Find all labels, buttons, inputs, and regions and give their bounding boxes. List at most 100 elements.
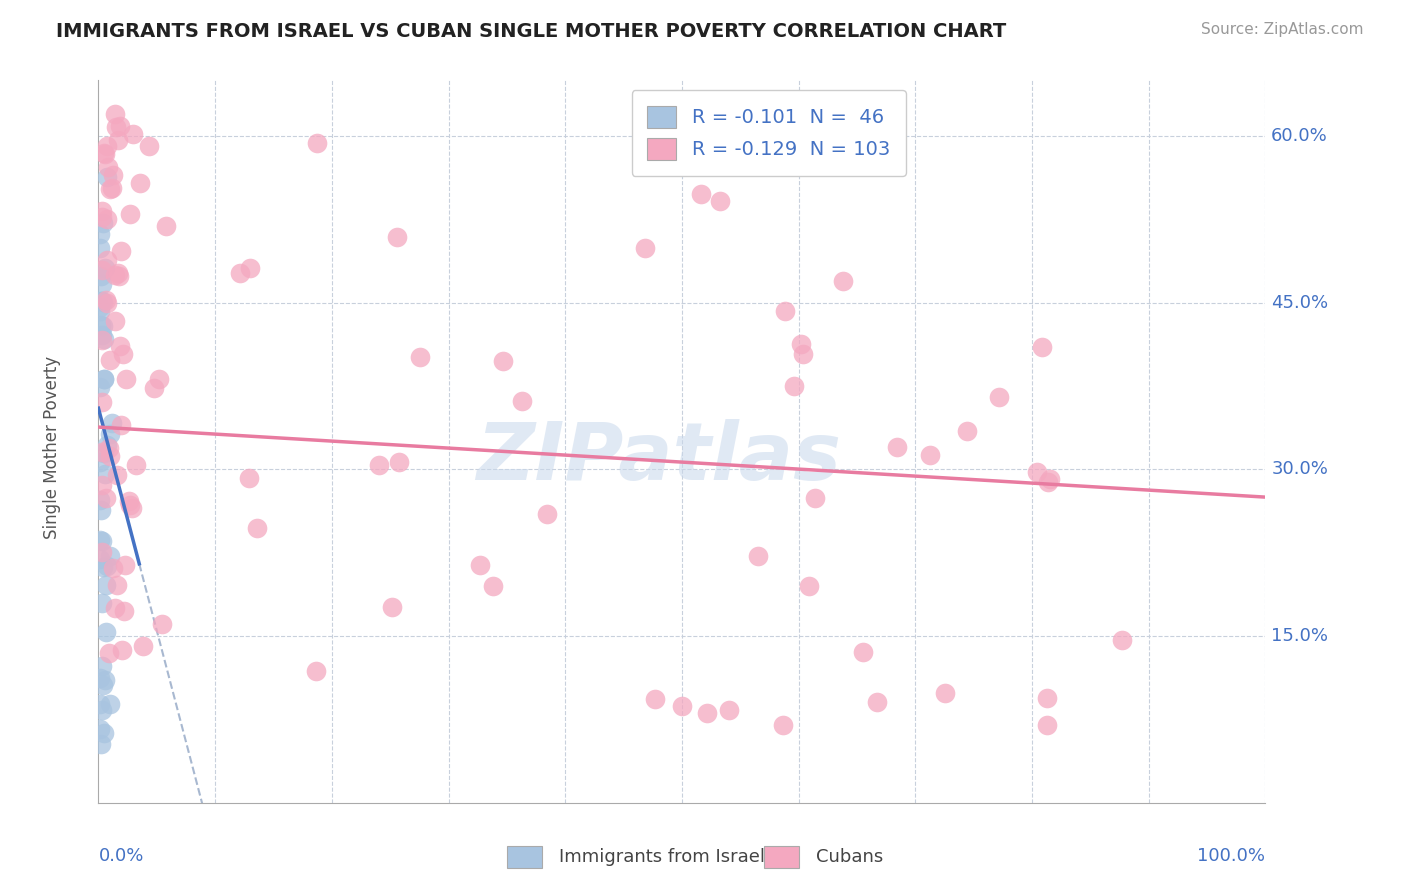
Point	[492, 353, 515, 368]
Point	[91, 534, 114, 549]
Text: 60.0%: 60.0%	[1271, 127, 1329, 145]
Point	[89, 301, 111, 315]
Point	[482, 579, 505, 593]
Point	[138, 139, 160, 153]
Point	[96, 252, 118, 267]
Point	[696, 706, 718, 721]
Point	[90, 333, 112, 347]
Point	[773, 304, 796, 318]
Point	[125, 458, 148, 472]
Point	[94, 467, 117, 482]
Point	[782, 378, 804, 392]
Point	[90, 268, 112, 283]
Point	[89, 380, 111, 394]
Point	[468, 558, 491, 572]
Point	[644, 691, 666, 706]
Point	[93, 332, 115, 346]
Point	[368, 458, 391, 473]
Point	[98, 449, 121, 463]
Point	[94, 293, 117, 307]
Point	[111, 347, 134, 361]
Point	[1111, 632, 1133, 647]
Point	[96, 169, 118, 184]
Point	[98, 646, 121, 660]
Point	[832, 274, 855, 288]
Point	[97, 160, 120, 174]
Point	[129, 177, 152, 191]
Point	[89, 552, 111, 566]
Point	[101, 561, 124, 575]
Point	[956, 425, 979, 439]
Point	[90, 737, 112, 751]
Point	[107, 266, 129, 280]
Point	[110, 119, 132, 133]
Point	[118, 207, 141, 221]
Point	[934, 686, 956, 700]
Point	[104, 601, 127, 615]
Point	[110, 339, 132, 353]
Text: 30.0%: 30.0%	[1271, 460, 1329, 478]
Text: 0.0%: 0.0%	[98, 847, 143, 865]
Point	[148, 372, 170, 386]
Point	[96, 138, 118, 153]
Point	[122, 128, 145, 142]
Point	[229, 266, 252, 280]
Point	[98, 353, 121, 368]
Point	[747, 549, 769, 564]
Point	[93, 372, 115, 386]
Point	[91, 318, 114, 333]
Point	[90, 445, 112, 459]
Point	[98, 426, 121, 441]
Point	[104, 268, 127, 282]
Point	[93, 372, 115, 386]
FancyBboxPatch shape	[508, 847, 541, 868]
Point	[671, 699, 693, 714]
Point	[89, 533, 111, 547]
Point	[409, 351, 432, 365]
Point	[105, 578, 128, 592]
Point	[89, 455, 111, 469]
Point	[98, 182, 121, 196]
Point	[121, 501, 143, 516]
Point	[90, 318, 112, 333]
Point	[111, 642, 134, 657]
Point	[110, 244, 132, 259]
Point	[93, 560, 115, 574]
Point	[790, 336, 813, 351]
Point	[90, 596, 112, 610]
Point	[105, 467, 128, 482]
Point	[93, 145, 115, 160]
Text: 100.0%: 100.0%	[1198, 847, 1265, 865]
Point	[91, 277, 114, 291]
Point	[96, 295, 118, 310]
Point	[1039, 472, 1062, 486]
Point	[307, 136, 329, 150]
Point	[91, 294, 114, 309]
Point	[797, 579, 820, 593]
Point	[381, 600, 404, 615]
Point	[90, 503, 112, 517]
Point	[886, 440, 908, 454]
Point	[90, 545, 112, 559]
Point	[1031, 340, 1053, 354]
Point	[239, 260, 262, 275]
Point	[90, 293, 112, 308]
Text: Source: ZipAtlas.com: Source: ZipAtlas.com	[1201, 22, 1364, 37]
Point	[1025, 466, 1047, 480]
Point	[89, 241, 111, 255]
Point	[91, 704, 114, 718]
Point	[89, 303, 111, 318]
Point	[89, 671, 111, 685]
Legend: R = -0.101  N =  46, R = -0.129  N = 103: R = -0.101 N = 46, R = -0.129 N = 103	[631, 90, 905, 176]
Text: 45.0%: 45.0%	[1271, 293, 1329, 311]
Point	[89, 698, 111, 712]
Point	[100, 697, 122, 711]
FancyBboxPatch shape	[763, 847, 799, 868]
Point	[804, 491, 827, 506]
Point	[536, 507, 558, 521]
Point	[238, 470, 260, 484]
Point	[96, 212, 118, 227]
Point	[772, 718, 794, 732]
Point	[510, 393, 533, 408]
Point	[91, 395, 114, 409]
